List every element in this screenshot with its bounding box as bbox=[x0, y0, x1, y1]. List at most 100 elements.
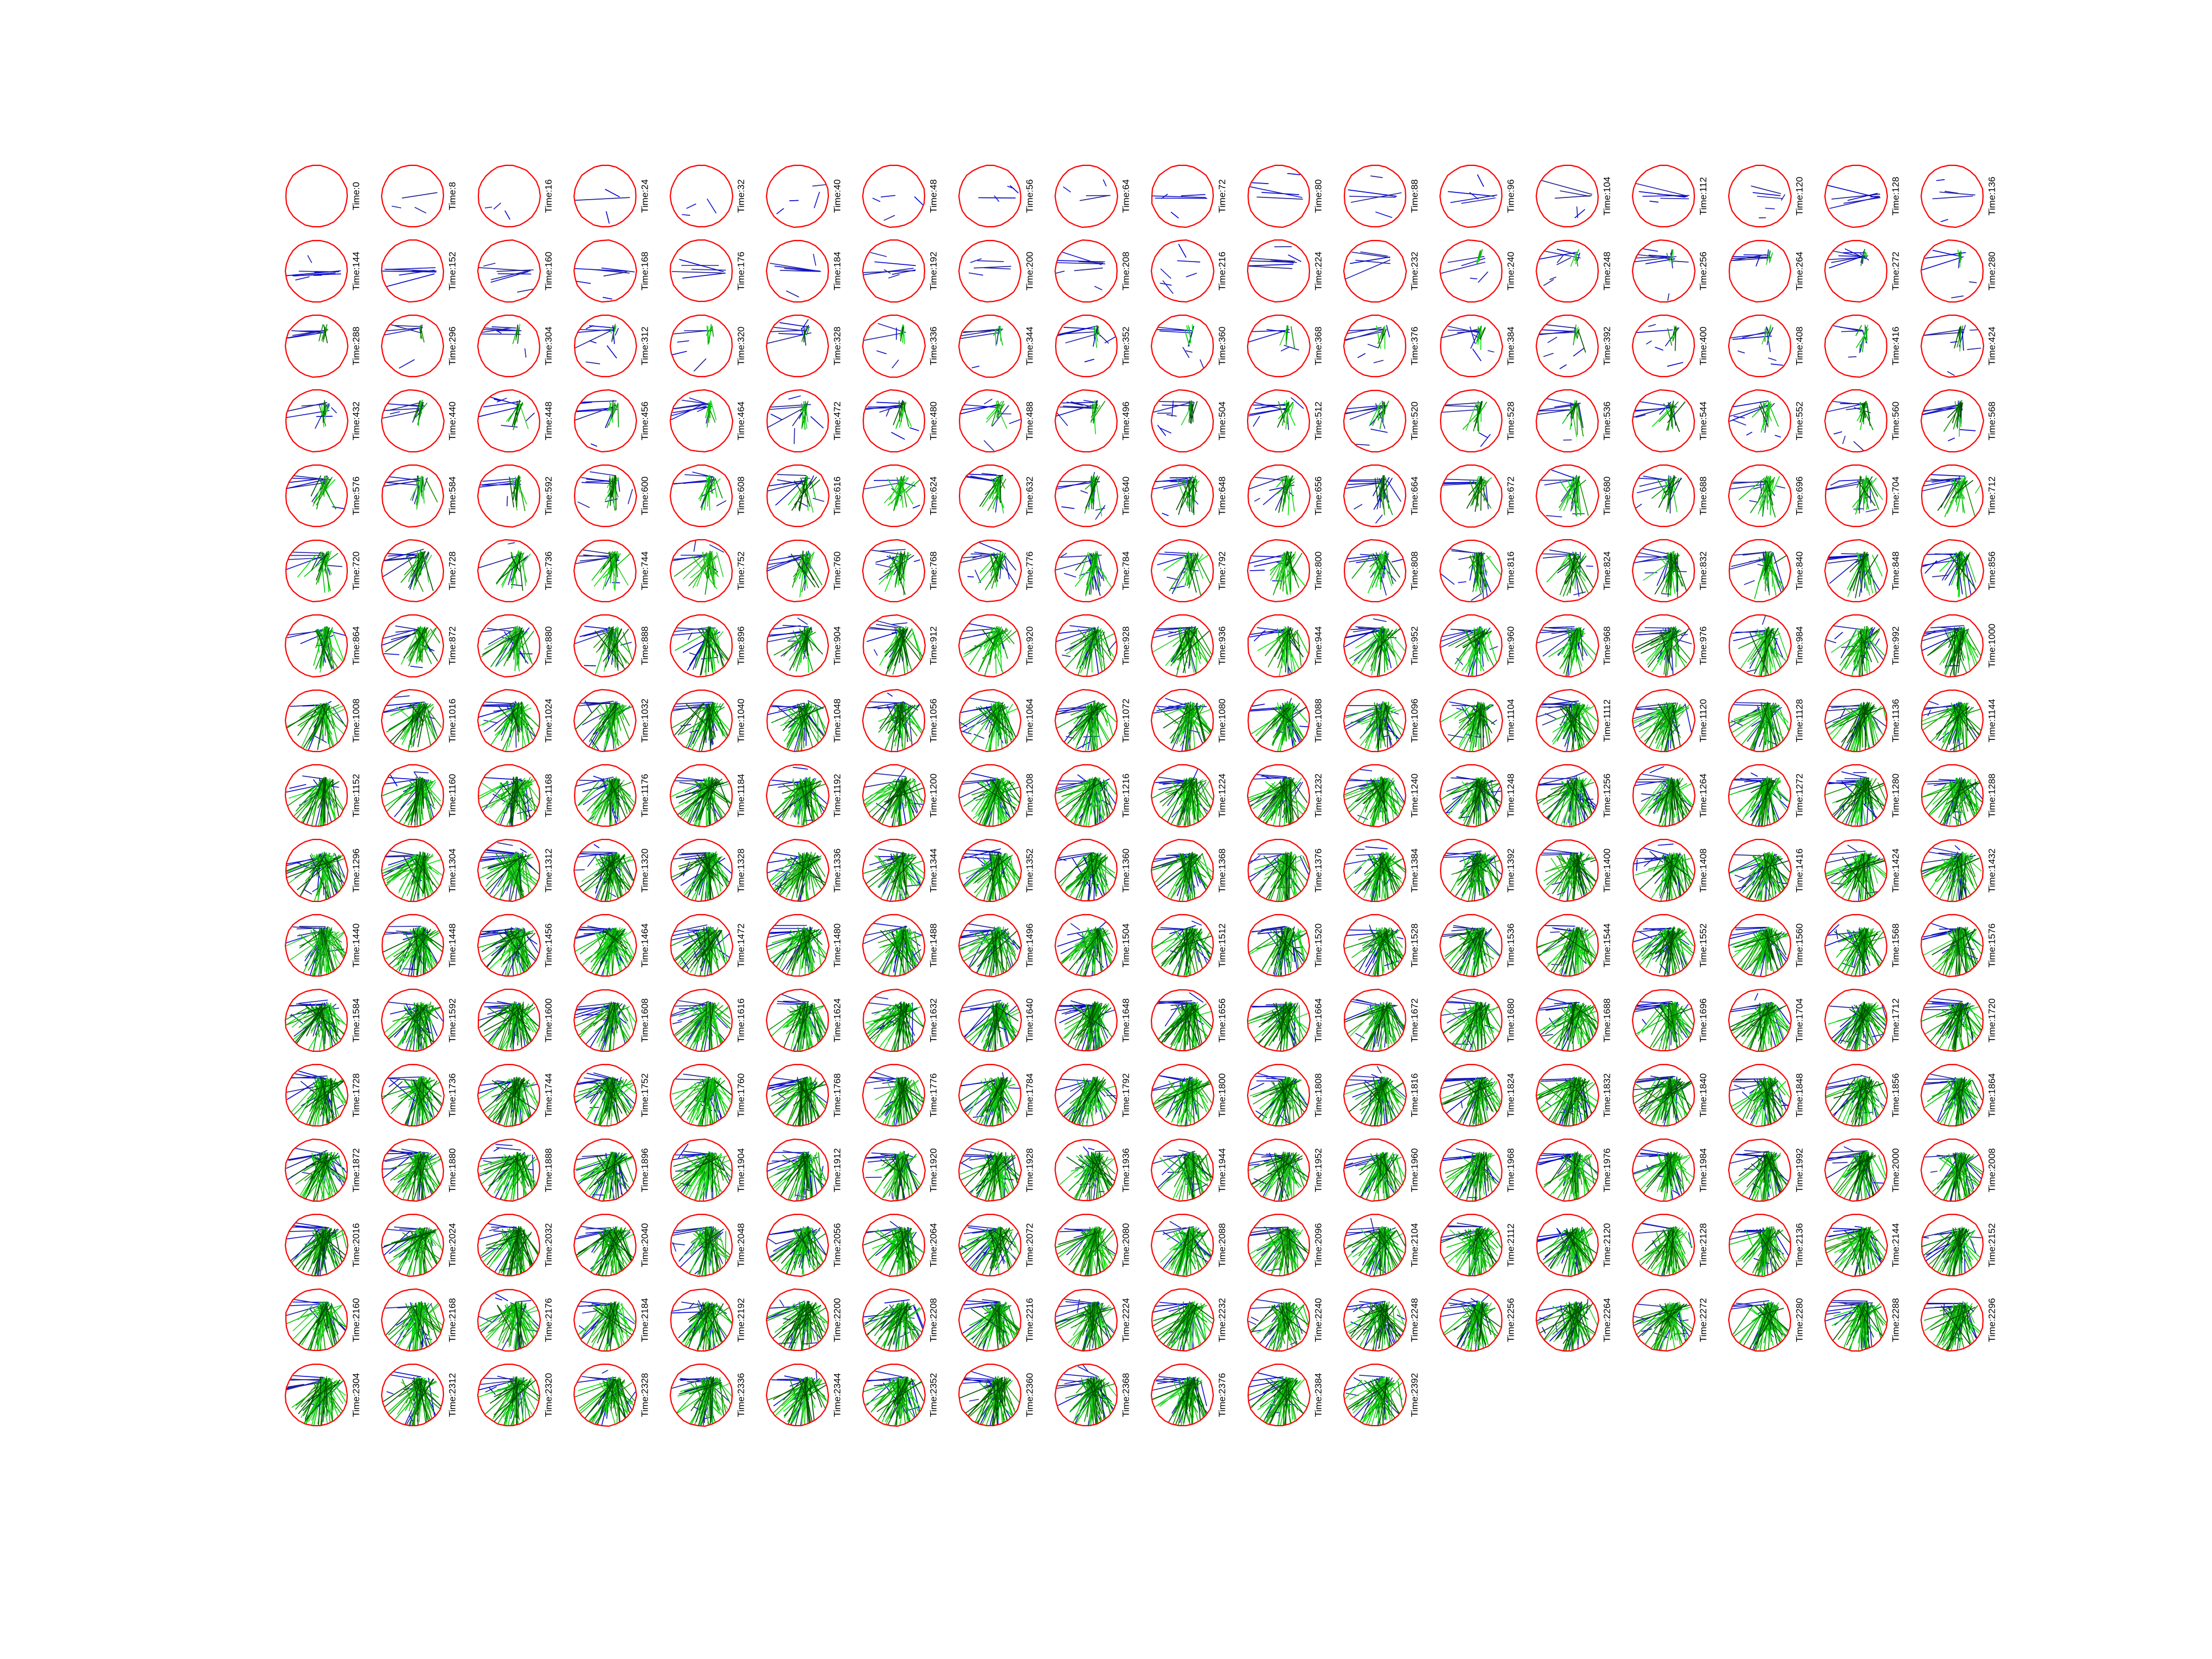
svg-text:Time:40: Time:40 bbox=[832, 179, 842, 213]
svg-text:Time:568: Time:568 bbox=[1986, 401, 1997, 440]
svg-text:Time:1928: Time:1928 bbox=[1024, 1148, 1035, 1192]
svg-text:Time:1016: Time:1016 bbox=[447, 698, 457, 743]
svg-text:Time:288: Time:288 bbox=[351, 326, 361, 365]
svg-text:Time:496: Time:496 bbox=[1120, 401, 1131, 440]
svg-text:Time:1520: Time:1520 bbox=[1313, 924, 1323, 968]
svg-text:Time:920: Time:920 bbox=[1024, 626, 1035, 665]
svg-text:Time:944: Time:944 bbox=[1313, 626, 1323, 665]
svg-text:Time:1400: Time:1400 bbox=[1601, 848, 1612, 893]
svg-text:Time:808: Time:808 bbox=[1409, 551, 1420, 590]
svg-text:Time:1704: Time:1704 bbox=[1794, 998, 1804, 1042]
svg-text:Time:1576: Time:1576 bbox=[1986, 924, 1997, 968]
svg-text:Time:1240: Time:1240 bbox=[1409, 774, 1420, 818]
svg-text:Time:736: Time:736 bbox=[543, 551, 554, 590]
svg-text:Time:2296: Time:2296 bbox=[1986, 1298, 1997, 1342]
svg-text:Time:752: Time:752 bbox=[735, 551, 746, 590]
svg-text:Time:672: Time:672 bbox=[1505, 476, 1516, 515]
svg-text:Time:1696: Time:1696 bbox=[1698, 998, 1708, 1042]
svg-text:Time:432: Time:432 bbox=[351, 401, 361, 440]
svg-text:Time:688: Time:688 bbox=[1698, 476, 1708, 515]
svg-text:Time:1536: Time:1536 bbox=[1505, 924, 1516, 968]
svg-text:Time:24: Time:24 bbox=[639, 179, 650, 213]
svg-text:Time:2336: Time:2336 bbox=[735, 1373, 746, 1417]
svg-text:Time:2312: Time:2312 bbox=[447, 1373, 457, 1417]
svg-text:Time:272: Time:272 bbox=[1890, 252, 1901, 290]
svg-text:Time:48: Time:48 bbox=[928, 179, 938, 213]
svg-text:Time:1760: Time:1760 bbox=[735, 1073, 746, 1118]
svg-text:Time:2208: Time:2208 bbox=[928, 1298, 938, 1342]
svg-text:Time:144: Time:144 bbox=[351, 252, 361, 290]
svg-text:Time:1656: Time:1656 bbox=[1217, 998, 1227, 1042]
svg-text:Time:192: Time:192 bbox=[928, 252, 938, 290]
svg-text:Time:936: Time:936 bbox=[1217, 626, 1227, 665]
svg-text:Time:440: Time:440 bbox=[447, 401, 457, 440]
svg-text:Time:2288: Time:2288 bbox=[1890, 1298, 1901, 1342]
svg-text:Time:2008: Time:2008 bbox=[1986, 1148, 1997, 1192]
svg-text:Time:656: Time:656 bbox=[1313, 476, 1323, 515]
svg-text:Time:2248: Time:2248 bbox=[1409, 1298, 1420, 1342]
svg-text:Time:1192: Time:1192 bbox=[832, 774, 842, 817]
svg-text:Time:280: Time:280 bbox=[1986, 252, 1997, 290]
svg-text:Time:2096: Time:2096 bbox=[1313, 1223, 1323, 1267]
svg-text:Time:1936: Time:1936 bbox=[1120, 1148, 1131, 1192]
svg-text:Time:1320: Time:1320 bbox=[639, 848, 650, 893]
svg-text:Time:1800: Time:1800 bbox=[1217, 1073, 1227, 1118]
svg-text:Time:104: Time:104 bbox=[1601, 176, 1612, 215]
svg-text:Time:856: Time:856 bbox=[1986, 551, 1997, 590]
svg-text:Time:504: Time:504 bbox=[1217, 401, 1227, 440]
svg-text:Time:1416: Time:1416 bbox=[1794, 848, 1804, 893]
svg-text:Time:1992: Time:1992 bbox=[1794, 1148, 1804, 1192]
svg-text:Time:368: Time:368 bbox=[1313, 326, 1323, 365]
svg-text:Time:952: Time:952 bbox=[1409, 626, 1420, 665]
svg-text:Time:784: Time:784 bbox=[1120, 551, 1131, 590]
svg-text:Time:1424: Time:1424 bbox=[1890, 848, 1901, 893]
svg-text:Time:2304: Time:2304 bbox=[351, 1373, 361, 1417]
svg-text:Time:1544: Time:1544 bbox=[1601, 924, 1612, 968]
svg-text:Time:728: Time:728 bbox=[447, 551, 457, 590]
svg-text:Time:1848: Time:1848 bbox=[1794, 1073, 1804, 1118]
svg-text:Time:848: Time:848 bbox=[1890, 551, 1901, 590]
svg-text:Time:2128: Time:2128 bbox=[1698, 1223, 1708, 1267]
svg-text:Time:1480: Time:1480 bbox=[832, 924, 842, 968]
svg-text:Time:384: Time:384 bbox=[1505, 326, 1516, 365]
svg-text:Time:1000: Time:1000 bbox=[1986, 624, 1997, 668]
svg-text:Time:2160: Time:2160 bbox=[351, 1298, 361, 1342]
svg-text:Time:312: Time:312 bbox=[639, 326, 650, 365]
svg-text:Time:1144: Time:1144 bbox=[1986, 699, 1997, 742]
svg-text:Time:1120: Time:1120 bbox=[1698, 699, 1708, 742]
svg-text:Time:1904: Time:1904 bbox=[735, 1148, 746, 1192]
svg-text:Time:2232: Time:2232 bbox=[1217, 1298, 1227, 1342]
svg-text:Time:624: Time:624 bbox=[928, 476, 938, 515]
svg-text:Time:320: Time:320 bbox=[735, 326, 746, 365]
svg-text:Time:2080: Time:2080 bbox=[1120, 1223, 1131, 1267]
svg-text:Time:536: Time:536 bbox=[1601, 401, 1612, 440]
svg-text:Time:304: Time:304 bbox=[543, 326, 554, 365]
svg-text:Time:2384: Time:2384 bbox=[1313, 1373, 1323, 1417]
svg-text:Time:2176: Time:2176 bbox=[543, 1298, 554, 1342]
svg-text:Time:1408: Time:1408 bbox=[1698, 848, 1708, 893]
svg-text:Time:1088: Time:1088 bbox=[1313, 698, 1323, 743]
svg-text:Time:712: Time:712 bbox=[1986, 476, 1997, 515]
svg-text:Time:96: Time:96 bbox=[1505, 179, 1516, 213]
svg-text:Time:64: Time:64 bbox=[1120, 179, 1131, 213]
svg-text:Time:1624: Time:1624 bbox=[832, 998, 842, 1042]
svg-text:Time:2024: Time:2024 bbox=[447, 1223, 457, 1267]
svg-text:Time:1776: Time:1776 bbox=[928, 1073, 938, 1118]
svg-text:Time:1288: Time:1288 bbox=[1986, 774, 1997, 818]
svg-text:Time:232: Time:232 bbox=[1409, 252, 1420, 290]
svg-text:Time:928: Time:928 bbox=[1120, 626, 1131, 665]
svg-text:Time:720: Time:720 bbox=[351, 551, 361, 590]
svg-text:Time:1168: Time:1168 bbox=[543, 774, 554, 817]
svg-text:Time:664: Time:664 bbox=[1409, 476, 1420, 515]
svg-text:Time:208: Time:208 bbox=[1120, 252, 1131, 290]
svg-text:Time:1784: Time:1784 bbox=[1024, 1073, 1035, 1118]
svg-text:Time:2392: Time:2392 bbox=[1409, 1373, 1420, 1417]
svg-text:Time:1040: Time:1040 bbox=[735, 698, 746, 743]
svg-text:Time:184: Time:184 bbox=[832, 252, 842, 290]
svg-text:Time:2240: Time:2240 bbox=[1313, 1298, 1323, 1342]
svg-text:Time:2360: Time:2360 bbox=[1024, 1373, 1035, 1417]
svg-text:Time:1448: Time:1448 bbox=[447, 924, 457, 968]
svg-text:Time:1456: Time:1456 bbox=[543, 924, 554, 968]
svg-text:Time:1368: Time:1368 bbox=[1217, 848, 1227, 893]
svg-text:Time:592: Time:592 bbox=[543, 476, 554, 515]
